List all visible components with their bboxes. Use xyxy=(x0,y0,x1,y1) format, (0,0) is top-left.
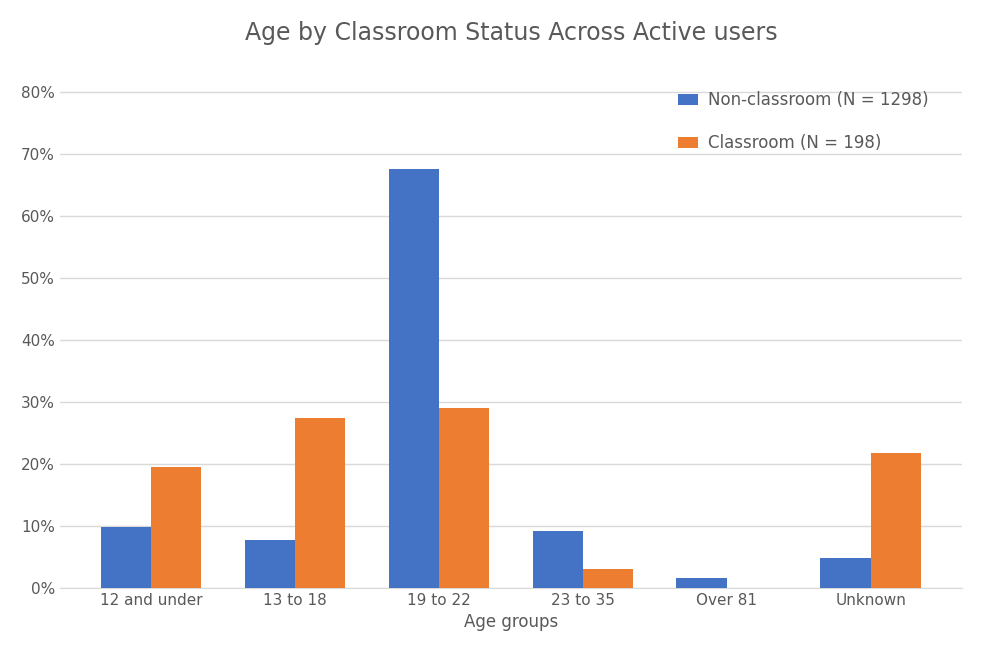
Bar xyxy=(533,531,583,587)
Bar xyxy=(676,578,726,587)
Legend: Non-classroom (N = 1298), Classroom (N = 198): Non-classroom (N = 1298), Classroom (N =… xyxy=(671,85,936,159)
Bar xyxy=(439,408,490,587)
X-axis label: Age groups: Age groups xyxy=(464,613,558,631)
Bar xyxy=(871,452,921,587)
Bar xyxy=(583,569,633,587)
Bar xyxy=(388,169,439,587)
Bar xyxy=(245,540,295,587)
Title: Age by Classroom Status Across Active users: Age by Classroom Status Across Active us… xyxy=(245,21,778,45)
Bar xyxy=(100,527,151,587)
Bar xyxy=(151,467,202,587)
Bar xyxy=(295,419,345,587)
Bar xyxy=(821,558,871,587)
